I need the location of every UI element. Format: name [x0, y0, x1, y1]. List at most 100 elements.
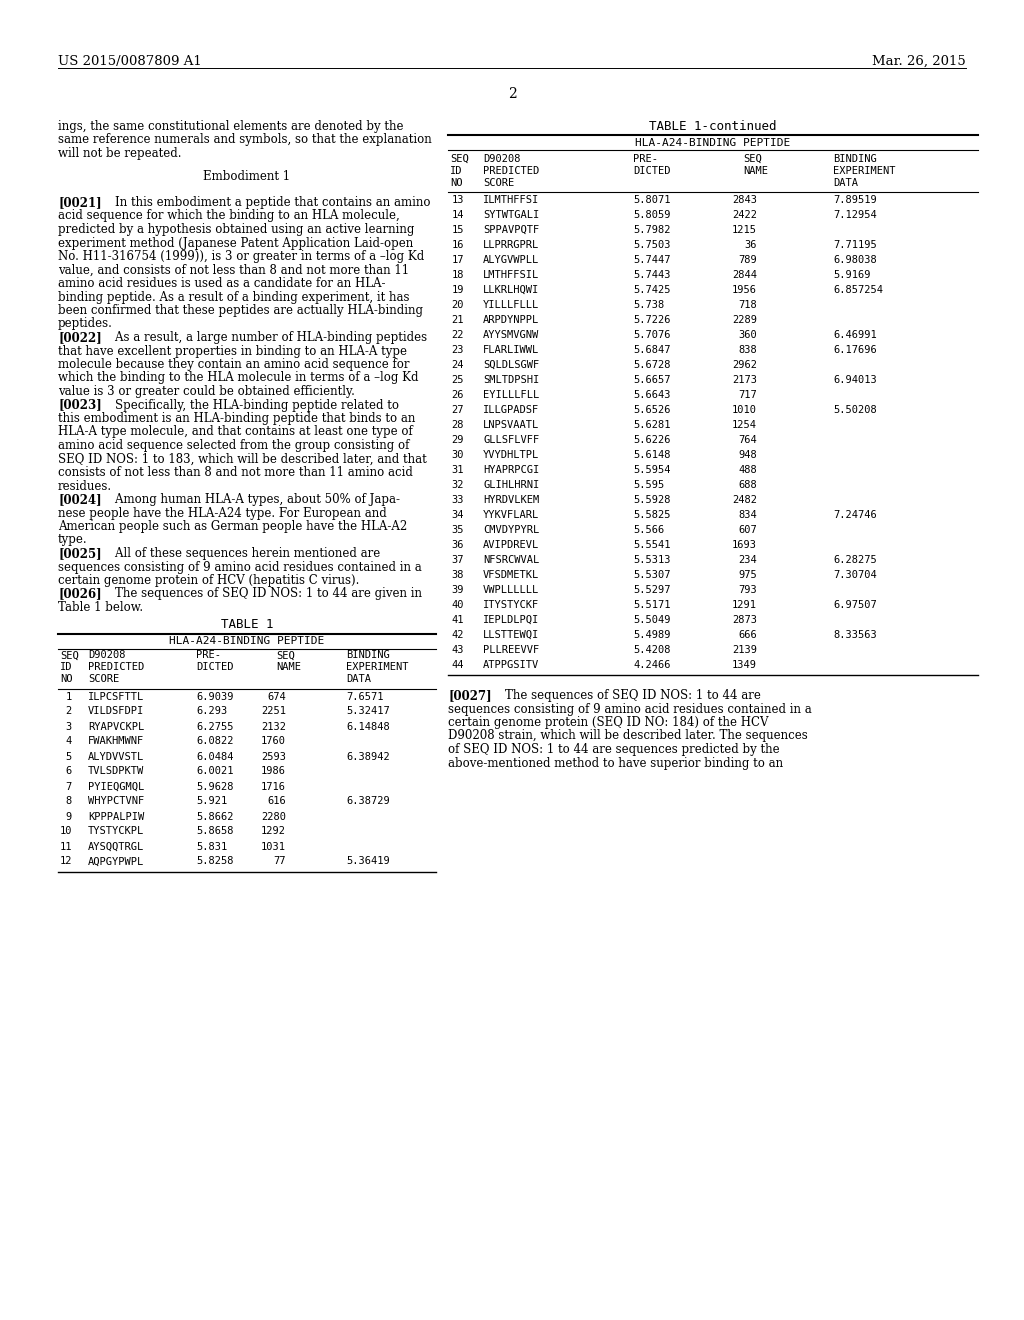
Text: SQLDLSGWF: SQLDLSGWF: [483, 360, 540, 370]
Text: 2422: 2422: [732, 210, 757, 220]
Text: SPPAVPQTF: SPPAVPQTF: [483, 224, 540, 235]
Text: 25: 25: [452, 375, 464, 385]
Text: 15: 15: [452, 224, 464, 235]
Text: SEQ: SEQ: [276, 651, 295, 660]
Text: 13: 13: [452, 195, 464, 205]
Text: D90208: D90208: [483, 154, 520, 164]
Text: 2482: 2482: [732, 495, 757, 506]
Text: 5.8059: 5.8059: [633, 210, 671, 220]
Text: sequences consisting of 9 amino acid residues contained in a: sequences consisting of 9 amino acid res…: [58, 561, 422, 573]
Text: LLKRLHQWI: LLKRLHQWI: [483, 285, 540, 294]
Text: 234: 234: [738, 554, 757, 565]
Text: SEQ: SEQ: [743, 154, 762, 164]
Text: Embodiment 1: Embodiment 1: [204, 170, 291, 183]
Text: [0027]: [0027]: [449, 689, 492, 702]
Text: molecule because they contain an amino acid sequence for: molecule because they contain an amino a…: [58, 358, 410, 371]
Text: 4: 4: [66, 737, 72, 747]
Text: experiment method (Japanese Patent Application Laid-open: experiment method (Japanese Patent Appli…: [58, 236, 414, 249]
Text: 28: 28: [452, 420, 464, 430]
Text: 616: 616: [267, 796, 286, 807]
Text: 1010: 1010: [732, 405, 757, 414]
Text: 7.71195: 7.71195: [833, 240, 877, 249]
Text: ARPDYNPPL: ARPDYNPPL: [483, 315, 540, 325]
Text: 5.921: 5.921: [196, 796, 227, 807]
Text: 5.5825: 5.5825: [633, 510, 671, 520]
Text: 5.5954: 5.5954: [633, 465, 671, 475]
Text: 5.36419: 5.36419: [346, 857, 390, 866]
Text: RYAPVCKPL: RYAPVCKPL: [88, 722, 144, 731]
Text: 77: 77: [273, 857, 286, 866]
Text: ILMTHFFSI: ILMTHFFSI: [483, 195, 540, 205]
Text: ITYSTYCKF: ITYSTYCKF: [483, 601, 540, 610]
Text: KPPPALPIW: KPPPALPIW: [88, 812, 144, 821]
Text: EYILLLFLL: EYILLLFLL: [483, 389, 540, 400]
Text: AYSQQTRGL: AYSQQTRGL: [88, 842, 144, 851]
Text: SYTWTGALI: SYTWTGALI: [483, 210, 540, 220]
Text: 5.6526: 5.6526: [633, 405, 671, 414]
Text: 5.8662: 5.8662: [196, 812, 233, 821]
Text: BINDING: BINDING: [833, 154, 877, 164]
Text: CMVDYPYRL: CMVDYPYRL: [483, 525, 540, 535]
Text: 2593: 2593: [261, 751, 286, 762]
Text: 6.28275: 6.28275: [833, 554, 877, 565]
Text: 2280: 2280: [261, 812, 286, 821]
Text: 1693: 1693: [732, 540, 757, 550]
Text: 5.6226: 5.6226: [633, 436, 671, 445]
Text: ATPPGSITV: ATPPGSITV: [483, 660, 540, 671]
Text: 2962: 2962: [732, 360, 757, 370]
Text: ILLGPADSF: ILLGPADSF: [483, 405, 540, 414]
Text: 30: 30: [452, 450, 464, 459]
Text: NO: NO: [450, 178, 463, 187]
Text: 5.5297: 5.5297: [633, 585, 671, 595]
Text: 5.6148: 5.6148: [633, 450, 671, 459]
Text: 7.24746: 7.24746: [833, 510, 877, 520]
Text: 764: 764: [738, 436, 757, 445]
Text: this embodiment is an HLA-binding peptide that binds to an: this embodiment is an HLA-binding peptid…: [58, 412, 416, 425]
Text: DICTED: DICTED: [633, 166, 671, 176]
Text: D90208: D90208: [88, 651, 126, 660]
Text: LNPSVAATL: LNPSVAATL: [483, 420, 540, 430]
Text: 793: 793: [738, 585, 757, 595]
Text: 8: 8: [66, 796, 72, 807]
Text: US 2015/0087809 A1: US 2015/0087809 A1: [58, 55, 202, 69]
Text: 5.5928: 5.5928: [633, 495, 671, 506]
Text: 2173: 2173: [732, 375, 757, 385]
Text: 42: 42: [452, 630, 464, 640]
Text: 674: 674: [267, 692, 286, 701]
Text: 5.6643: 5.6643: [633, 389, 671, 400]
Text: of SEQ ID NOS: 1 to 44 are sequences predicted by the: of SEQ ID NOS: 1 to 44 are sequences pre…: [449, 743, 779, 756]
Text: [0023]: [0023]: [58, 399, 101, 412]
Text: 717: 717: [738, 389, 757, 400]
Text: NAME: NAME: [743, 166, 768, 176]
Text: amino acid residues is used as a candidate for an HLA-: amino acid residues is used as a candida…: [58, 277, 385, 290]
Text: [0026]: [0026]: [58, 587, 101, 601]
Text: 5.7076: 5.7076: [633, 330, 671, 341]
Text: 19: 19: [452, 285, 464, 294]
Text: 975: 975: [738, 570, 757, 579]
Text: 6.38729: 6.38729: [346, 796, 390, 807]
Text: will not be repeated.: will not be repeated.: [58, 147, 181, 160]
Text: 43: 43: [452, 645, 464, 655]
Text: The sequences of SEQ ID NOS: 1 to 44 are: The sequences of SEQ ID NOS: 1 to 44 are: [490, 689, 761, 702]
Text: 10: 10: [59, 826, 72, 837]
Text: 39: 39: [452, 585, 464, 595]
Text: VFSDMETKL: VFSDMETKL: [483, 570, 540, 579]
Text: 6.98038: 6.98038: [833, 255, 877, 265]
Text: TABLE 1-continued: TABLE 1-continued: [649, 120, 777, 133]
Text: 5.9169: 5.9169: [833, 271, 870, 280]
Text: 5.566: 5.566: [633, 525, 665, 535]
Text: NFSRCWVAL: NFSRCWVAL: [483, 554, 540, 565]
Text: PREDICTED: PREDICTED: [483, 166, 540, 176]
Text: As a result, a large number of HLA-binding peptides: As a result, a large number of HLA-bindi…: [100, 331, 427, 345]
Text: 1716: 1716: [261, 781, 286, 792]
Text: 26: 26: [452, 389, 464, 400]
Text: HLA-A type molecule, and that contains at least one type of: HLA-A type molecule, and that contains a…: [58, 425, 413, 438]
Text: 2844: 2844: [732, 271, 757, 280]
Text: AYYSMVGNW: AYYSMVGNW: [483, 330, 540, 341]
Text: PRE-: PRE-: [196, 651, 221, 660]
Text: 5.5313: 5.5313: [633, 554, 671, 565]
Text: 1292: 1292: [261, 826, 286, 837]
Text: binding peptide. As a result of a binding experiment, it has: binding peptide. As a result of a bindin…: [58, 290, 410, 304]
Text: 688: 688: [738, 480, 757, 490]
Text: 38: 38: [452, 570, 464, 579]
